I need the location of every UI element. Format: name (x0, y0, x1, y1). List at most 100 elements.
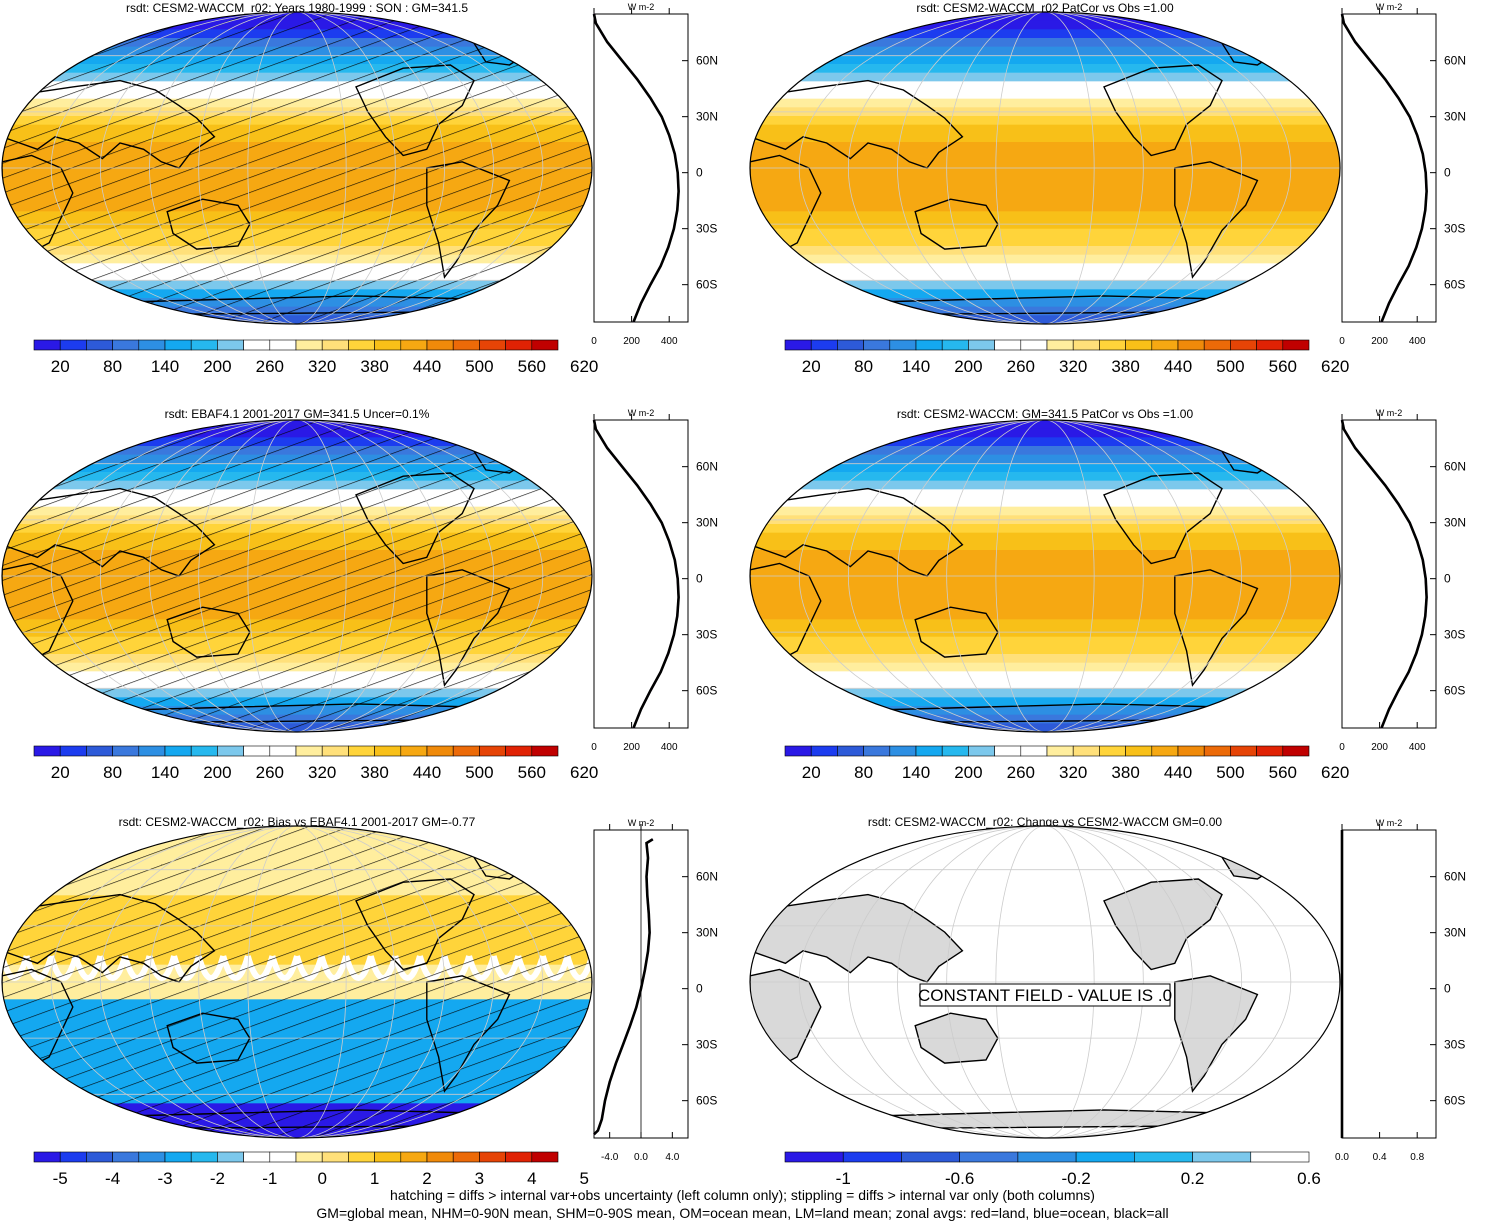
zonal-unit-label: W m-2 (1376, 2, 1403, 12)
latitude-tick-label: 30S (1444, 1038, 1465, 1052)
colorbar-label: 0 (317, 1169, 326, 1188)
longitude-gridline (198, 420, 396, 732)
zonal-unit-label: W m-2 (628, 408, 655, 418)
longitude-gridline (247, 826, 347, 1138)
colorbar-swatch (400, 1151, 428, 1163)
value-tick-label: 400 (661, 742, 678, 753)
value-tick-label: 400 (1409, 742, 1426, 753)
latitude-band (750, 81, 1340, 91)
colorbar-label: -0.6 (945, 1169, 974, 1188)
colorbar-label: 80 (103, 763, 122, 782)
colorbar-swatch (1230, 745, 1257, 757)
colorbar-label: 20 (51, 357, 70, 376)
colorbar-swatch (374, 1151, 402, 1163)
latitude-band (750, 46, 1340, 56)
latitude-band (750, 420, 1340, 430)
colorbar-swatch (138, 339, 166, 351)
colorbar-swatch (400, 745, 428, 757)
latitude-band (750, 124, 1340, 134)
colorbar-swatch (321, 339, 349, 351)
colorbar-swatch (889, 745, 917, 757)
longitude-gridline (99, 12, 495, 324)
colorbar-swatch (1177, 339, 1205, 351)
longitude-gridline (946, 12, 1144, 324)
colorbar-label: 380 (1111, 357, 1139, 376)
zonal-unit-label: W m-2 (628, 2, 655, 12)
zonal-mean-panel: W m-2 60N 30N 0 30S 60S -4.0 0.0 4.0 (593, 818, 718, 1163)
longitude-gridline (897, 826, 1193, 1138)
colorbar-label: 320 (308, 763, 336, 782)
latitude-band (750, 446, 1340, 456)
longitude-gridline (798, 12, 1292, 324)
latitude-tick-label: 0 (1444, 572, 1451, 586)
value-tick-label: 400 (661, 336, 678, 347)
latitude-tick-label: 30S (696, 222, 717, 236)
colorbar-swatch (1203, 339, 1231, 351)
zonal-frame (1341, 13, 1437, 323)
colorbar-swatch (1125, 339, 1153, 351)
value-tick-label: 0.8 (1410, 1152, 1424, 1163)
colorbar-swatch (505, 339, 533, 351)
colorbar-swatch (784, 1151, 844, 1163)
colorbar-label: 320 (1059, 763, 1087, 782)
colorbar-label: 20 (802, 357, 821, 376)
latitude-tick-label: 0 (696, 166, 703, 180)
colorbar-label: 2 (422, 1169, 431, 1188)
latitude-band (750, 315, 1340, 324)
latitude-band (750, 29, 1340, 39)
zonal-mean-panel: W m-2 60N 30N 0 30S 60S 0 200 400 (591, 2, 718, 347)
latitude-tick-label: 60S (1444, 684, 1465, 698)
value-tick-label: 4.0 (665, 1152, 679, 1163)
value-tick-label: 0 (591, 742, 597, 753)
colorbar-swatch (889, 339, 917, 351)
colorbar-label: 560 (1269, 763, 1297, 782)
colorbar-swatch (217, 745, 244, 757)
panel-title: rsdt: CESM2-WACCM_r02: Change vs CESM2-W… (868, 815, 1223, 829)
colorbar-label: 560 (1269, 357, 1297, 376)
value-tick-label: 0.0 (634, 1152, 648, 1163)
footnote-abbreviations: GM=global mean, NHM=0-90N mean, SHM=0-90… (316, 1205, 1169, 1221)
map-border (749, 419, 1341, 733)
colorbar-swatch (348, 1151, 375, 1163)
longitude-gridline (847, 12, 1243, 324)
longitude-gridline (99, 420, 495, 732)
footnote-hatching: hatching = diffs > internal var+obs unce… (390, 1187, 1095, 1203)
colorbar-label: 440 (413, 357, 441, 376)
latitude-band (750, 38, 1340, 48)
colorbar-swatch (374, 339, 402, 351)
latitude-band (750, 289, 1340, 299)
latitude-band (750, 489, 1340, 499)
latitude-band (750, 610, 1340, 620)
longitude-gridline (798, 420, 1292, 732)
latitude-tick-label: 0 (696, 572, 703, 586)
latitude-band (750, 64, 1340, 74)
latitude-band (750, 550, 1340, 560)
zonal-ocean-line (593, 838, 654, 1136)
panel-title: rsdt: CESM2-WACCM_r02: Bias vs EBAF4.1 2… (119, 815, 476, 829)
colorbar-label: 500 (1216, 763, 1244, 782)
colorbar-swatch (968, 339, 995, 351)
zonal-mean-panel: W m-2 60N 30N 0 30S 60S 0 200 400 (591, 408, 718, 753)
zonal-ocean-line (593, 419, 680, 729)
colorbar-swatch (86, 745, 113, 757)
latitude-band (750, 576, 1340, 586)
colorbar-label: 440 (413, 763, 441, 782)
colorbar-swatch (33, 745, 61, 757)
colorbar-label: 380 (360, 763, 388, 782)
colorbar-swatch (112, 339, 140, 351)
colorbar-swatch (810, 339, 838, 351)
colorbar-swatch (190, 339, 218, 351)
colorbar-swatch (915, 339, 943, 351)
zonal-mean-panel: W m-2 60N 30N 0 30S 60S 0 200 400 (1339, 2, 1466, 347)
colorbar-swatch (1099, 745, 1126, 757)
latitude-tick-label: 30S (1444, 222, 1465, 236)
colorbar-swatch (295, 1151, 323, 1163)
colorbar-swatch (994, 745, 1022, 757)
colorbar-swatch (994, 339, 1022, 351)
colorbar-swatch (452, 745, 480, 757)
colorbar-swatch (269, 745, 297, 757)
latitude-tick-label: 60S (1444, 278, 1465, 292)
map-area (750, 420, 1340, 732)
latitude-band (750, 706, 1340, 716)
colorbar-label: -1 (262, 1169, 277, 1188)
